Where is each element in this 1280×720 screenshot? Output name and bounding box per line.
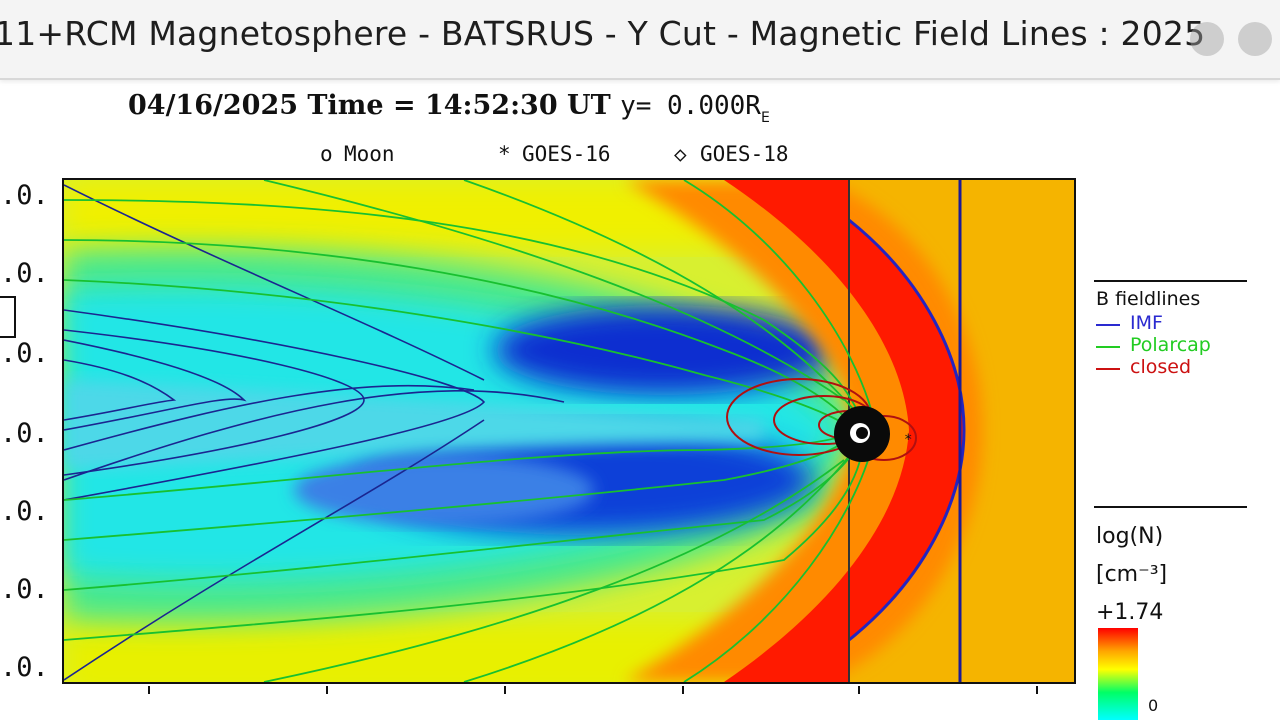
y-cut-label: y= 0.000R bbox=[620, 91, 761, 121]
window-title: 11+RCM Magnetosphere - BATSRUS - Y Cut -… bbox=[0, 14, 1206, 53]
polarcap-fieldlines bbox=[64, 180, 875, 682]
goes18-label: GOES-18 bbox=[700, 142, 789, 166]
earth-core bbox=[856, 427, 868, 439]
goes16-label: GOES-16 bbox=[522, 142, 611, 166]
date-label: 04/16/2025 bbox=[128, 90, 299, 121]
legend-rule bbox=[1094, 280, 1247, 282]
y-tick-label: .0. bbox=[0, 180, 49, 211]
y-tick-label: .0. bbox=[0, 258, 49, 289]
time-value: 14:52:30 bbox=[424, 90, 558, 121]
x-tick bbox=[504, 686, 506, 694]
colorbar-min-label: 0 bbox=[1148, 696, 1159, 715]
y-tick-label: .0. bbox=[0, 338, 49, 369]
window-control-button[interactable] bbox=[1190, 22, 1224, 56]
x-tick bbox=[858, 686, 860, 694]
colorbar-unit: [cm⁻³] bbox=[1096, 562, 1168, 587]
window-control-button[interactable] bbox=[1238, 22, 1272, 56]
magnetosphere-plot[interactable]: * bbox=[62, 178, 1076, 684]
fieldline-legend-title: B fieldlines bbox=[1096, 288, 1201, 310]
colorbar-max-label: +1.74 bbox=[1096, 600, 1164, 625]
colorbar-rule bbox=[1094, 506, 1247, 508]
y-cut-subscript: E bbox=[760, 110, 770, 126]
y-axis-bracket bbox=[0, 296, 16, 338]
x-tick bbox=[326, 686, 328, 694]
north-lobe bbox=[494, 305, 834, 395]
x-tick bbox=[148, 686, 150, 694]
moon-symbol: o bbox=[320, 142, 333, 166]
colorbar-panel: log(N) [cm⁻³] +1.74 0 bbox=[1094, 506, 1254, 720]
y-tick-label: .0. bbox=[0, 574, 49, 605]
polarcap-legend-label: Polarcap bbox=[1130, 334, 1211, 356]
goes16-symbol: * bbox=[498, 142, 511, 166]
moon-label: Moon bbox=[344, 142, 395, 166]
closed-swatch bbox=[1096, 368, 1120, 370]
colorbar-gradient bbox=[1098, 628, 1138, 720]
imf-fieldlines bbox=[64, 184, 565, 681]
y-tick-label: .0. bbox=[0, 496, 49, 527]
x-tick bbox=[1036, 686, 1038, 694]
fieldline-legend: B fieldlines IMF Polarcap closed bbox=[1094, 280, 1249, 390]
density-field-svg: * bbox=[64, 180, 1074, 682]
x-tick bbox=[682, 686, 684, 694]
marker-legend: o Moon * GOES-16 ◇ GOES-18 bbox=[320, 142, 880, 170]
goes18-symbol: ◇ bbox=[674, 142, 687, 166]
y-tick-label: .0. bbox=[0, 652, 49, 683]
window-controls bbox=[1170, 22, 1280, 58]
polarcap-swatch bbox=[1096, 346, 1120, 348]
colorbar-title: log(N) bbox=[1096, 524, 1164, 549]
imf-legend-label: IMF bbox=[1130, 312, 1163, 334]
y-tick-label: .0. bbox=[0, 418, 49, 449]
magnetosheath bbox=[724, 180, 964, 682]
closed-legend-label: closed bbox=[1130, 356, 1191, 378]
plasma-sheet bbox=[64, 380, 764, 470]
plot-header: 04/16/2025 Time = 14:52:30 UT y= 0.000RE bbox=[128, 90, 770, 126]
goes-marker: * bbox=[904, 432, 912, 448]
time-unit: UT bbox=[567, 90, 611, 121]
window-title-bar: 11+RCM Magnetosphere - BATSRUS - Y Cut -… bbox=[0, 0, 1280, 80]
imf-swatch bbox=[1096, 324, 1120, 326]
magnetopause-line bbox=[848, 218, 966, 642]
equals-sign: = bbox=[392, 90, 416, 121]
time-label: Time bbox=[307, 90, 384, 121]
